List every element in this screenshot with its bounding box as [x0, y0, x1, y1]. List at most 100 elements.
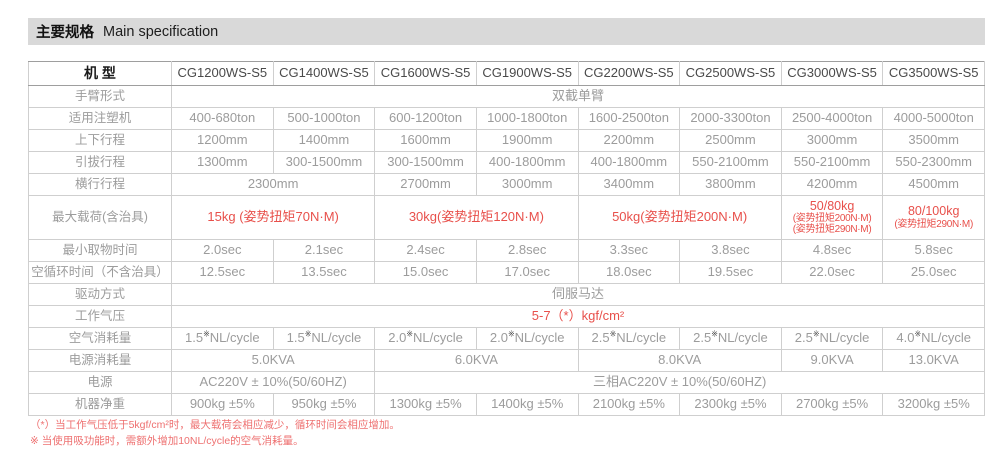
spec-cell: 2.1sec [272, 239, 376, 262]
spec-cell: 5.0KVA [170, 349, 376, 372]
row-label: 驱动方式 [28, 283, 172, 306]
spec-cell: 2.5※NL/cycle [577, 327, 681, 350]
spec-cell: 2.0※NL/cycle [475, 327, 579, 350]
spec-cell: 80/100kg (姿势扭矩290N·M) [882, 195, 985, 240]
spec-cell: 3000mm [780, 129, 884, 152]
spec-cell: 18.0sec [577, 261, 681, 284]
spec-cell: 1200mm [171, 129, 274, 152]
spec-cell: 4.8sec [780, 239, 884, 262]
spec-cell: 伺服马达 [171, 283, 985, 306]
spec-cell: AC220V ± 10%(50/60HZ) [170, 371, 376, 394]
spec-cell: 2500-4000ton [780, 107, 884, 130]
spec-cell: 300-1500mm [272, 151, 376, 174]
spec-cell: 12.5sec [171, 261, 274, 284]
spec-cell: 400-680ton [171, 107, 274, 130]
model-header: CG1600WS-S5 [374, 61, 477, 86]
spec-cell: 2.5※NL/cycle [679, 327, 782, 350]
row-label: 最小取物时间 [28, 239, 172, 262]
spec-cell: 2.5※NL/cycle [780, 327, 884, 350]
row-label: 电源消耗量 [28, 349, 172, 372]
spec-cell: 3800mm [679, 173, 782, 196]
spec-cell: 550-2100mm [679, 151, 782, 174]
section-title-zh: 主要规格 [36, 25, 94, 41]
spec-cell: 2100kg ±5% [577, 393, 681, 416]
spec-cell: 4000-5000ton [882, 107, 985, 130]
spec-cell: 400-1800mm [577, 151, 681, 174]
row-label: 最大载荷(含治具) [28, 195, 172, 240]
spec-cell: 300-1500mm [374, 151, 477, 174]
footnote-air: ※ 当使用吸功能时，需额外增加10NL/cycle的空气消耗量。 [30, 434, 304, 447]
spec-cell: 3000mm [475, 173, 579, 196]
row-label: 空气消耗量 [28, 327, 172, 350]
spec-cell: 1400kg ±5% [475, 393, 579, 416]
spec-cell: 900kg ±5% [171, 393, 274, 416]
footnote-pressure: （*）当工作气压低于5kgf/cm²时，最大载荷会相应减少，循环时间会相应增加。 [30, 419, 400, 431]
spec-cell: 3.8sec [679, 239, 782, 262]
spec-row: 上下行程 1200mm 1400mm 1600mm 1900mm 2200mm 2500mm… [28, 129, 985, 152]
spec-cell: 1300mm [171, 151, 274, 174]
spec-row: 工作气压 5-7（*）kgf/cm² [28, 305, 985, 328]
row-label: 引拔行程 [28, 151, 172, 174]
spec-row: 机器净重 900kg ±5% 950kg ±5% 1300kg ±5% 1400kg ±… [28, 393, 985, 416]
spec-row: 引拔行程 1300mm 300-1500mm 300-1500mm 400-1800mm… [28, 151, 985, 174]
spec-cell: 3500mm [882, 129, 985, 152]
spec-cell: 25.0sec [882, 261, 985, 284]
model-header: CG2500WS-S5 [679, 61, 782, 86]
spec-cell: 600-1200ton [374, 107, 477, 130]
spec-cell: 1400mm [272, 129, 376, 152]
row-label: 机器净重 [28, 393, 172, 416]
spec-row: 电源 AC220V ± 10%(50/60HZ) 三相AC220V ± 10%(50… [28, 371, 985, 394]
model-column-label: 机 型 [28, 61, 172, 86]
spec-cell: 8.0KVA [577, 349, 782, 372]
spec-cell: 1000-1800ton [475, 107, 579, 130]
spec-cell: 3.3sec [577, 239, 681, 262]
spec-cell: 2700kg ±5% [780, 393, 884, 416]
spec-cell: 2200mm [577, 129, 681, 152]
spec-cell: 2.0※NL/cycle [374, 327, 477, 350]
footnotes: （*）当工作气压低于5kgf/cm²时，最大载荷会相应减少，循环时间会相应增加。… [30, 418, 400, 450]
section-title-bar: 主要规格 Main specification [28, 18, 985, 45]
model-header: CG2200WS-S5 [577, 61, 681, 86]
row-label: 上下行程 [28, 129, 172, 152]
spec-row: 手臂形式 双截单臂 [28, 85, 985, 108]
spec-cell: 双截单臂 [171, 85, 985, 108]
row-label: 横行行程 [28, 173, 172, 196]
spec-cell: 22.0sec [780, 261, 884, 284]
row-label: 工作气压 [28, 305, 172, 328]
spec-cell: 3400mm [577, 173, 681, 196]
spec-cell: 4500mm [882, 173, 985, 196]
spec-cell: 50kg(姿势扭矩200N·M) [577, 195, 782, 240]
model-row: 机 型 CG1200WS-S5 CG1400WS-S5 CG1600WS-S5 CG1… [28, 61, 985, 86]
spec-cell: 4200mm [780, 173, 884, 196]
section-title-en: Main specification [103, 23, 219, 40]
model-header: CG1400WS-S5 [272, 61, 376, 86]
spec-cell: 3200kg ±5% [882, 393, 985, 416]
spec-row: 最小取物时间 2.0sec 2.1sec 2.4sec 2.8sec 3.3sec 3.8s… [28, 239, 985, 262]
spec-cell: 50/80kg (姿势扭矩200N·M) (姿势扭矩290N·M) [780, 195, 884, 240]
spec-cell: 19.5sec [679, 261, 782, 284]
spec-cell: 550-2300mm [882, 151, 985, 174]
spec-cell: 6.0KVA [374, 349, 579, 372]
spec-cell: 2700mm [374, 173, 477, 196]
spec-cell: 三相AC220V ± 10%(50/60HZ) [374, 371, 985, 394]
spec-cell: 550-2100mm [780, 151, 884, 174]
spec-cell: 2.0sec [171, 239, 274, 262]
model-header: CG3000WS-S5 [780, 61, 884, 86]
spec-cell: 2.4sec [374, 239, 477, 262]
row-label: 手臂形式 [28, 85, 172, 108]
spec-cell: 13.0KVA [882, 349, 985, 372]
model-header: CG3500WS-S5 [882, 61, 985, 86]
spec-cell: 950kg ±5% [272, 393, 376, 416]
spec-row: 驱动方式 伺服马达 [28, 283, 985, 306]
row-label: 适用注塑机 [28, 107, 172, 130]
spec-row: 电源消耗量 5.0KVA 6.0KVA 8.0KVA 9.0KVA 13.0KVA [28, 349, 985, 372]
spec-cell: 2300mm [170, 173, 376, 196]
spec-cell: 2300kg ±5% [679, 393, 782, 416]
spec-cell: 400-1800mm [475, 151, 579, 174]
spec-row: 空气消耗量 1.5※NL/cycle 1.5※NL/cycle 2.0※NL/cycl… [28, 327, 985, 350]
spec-cell: 2500mm [679, 129, 782, 152]
row-label: 空循环时间（不含治具） [28, 261, 172, 284]
spec-cell: 1300kg ±5% [374, 393, 477, 416]
spec-cell: 15kg (姿势扭矩70N·M) [170, 195, 376, 240]
